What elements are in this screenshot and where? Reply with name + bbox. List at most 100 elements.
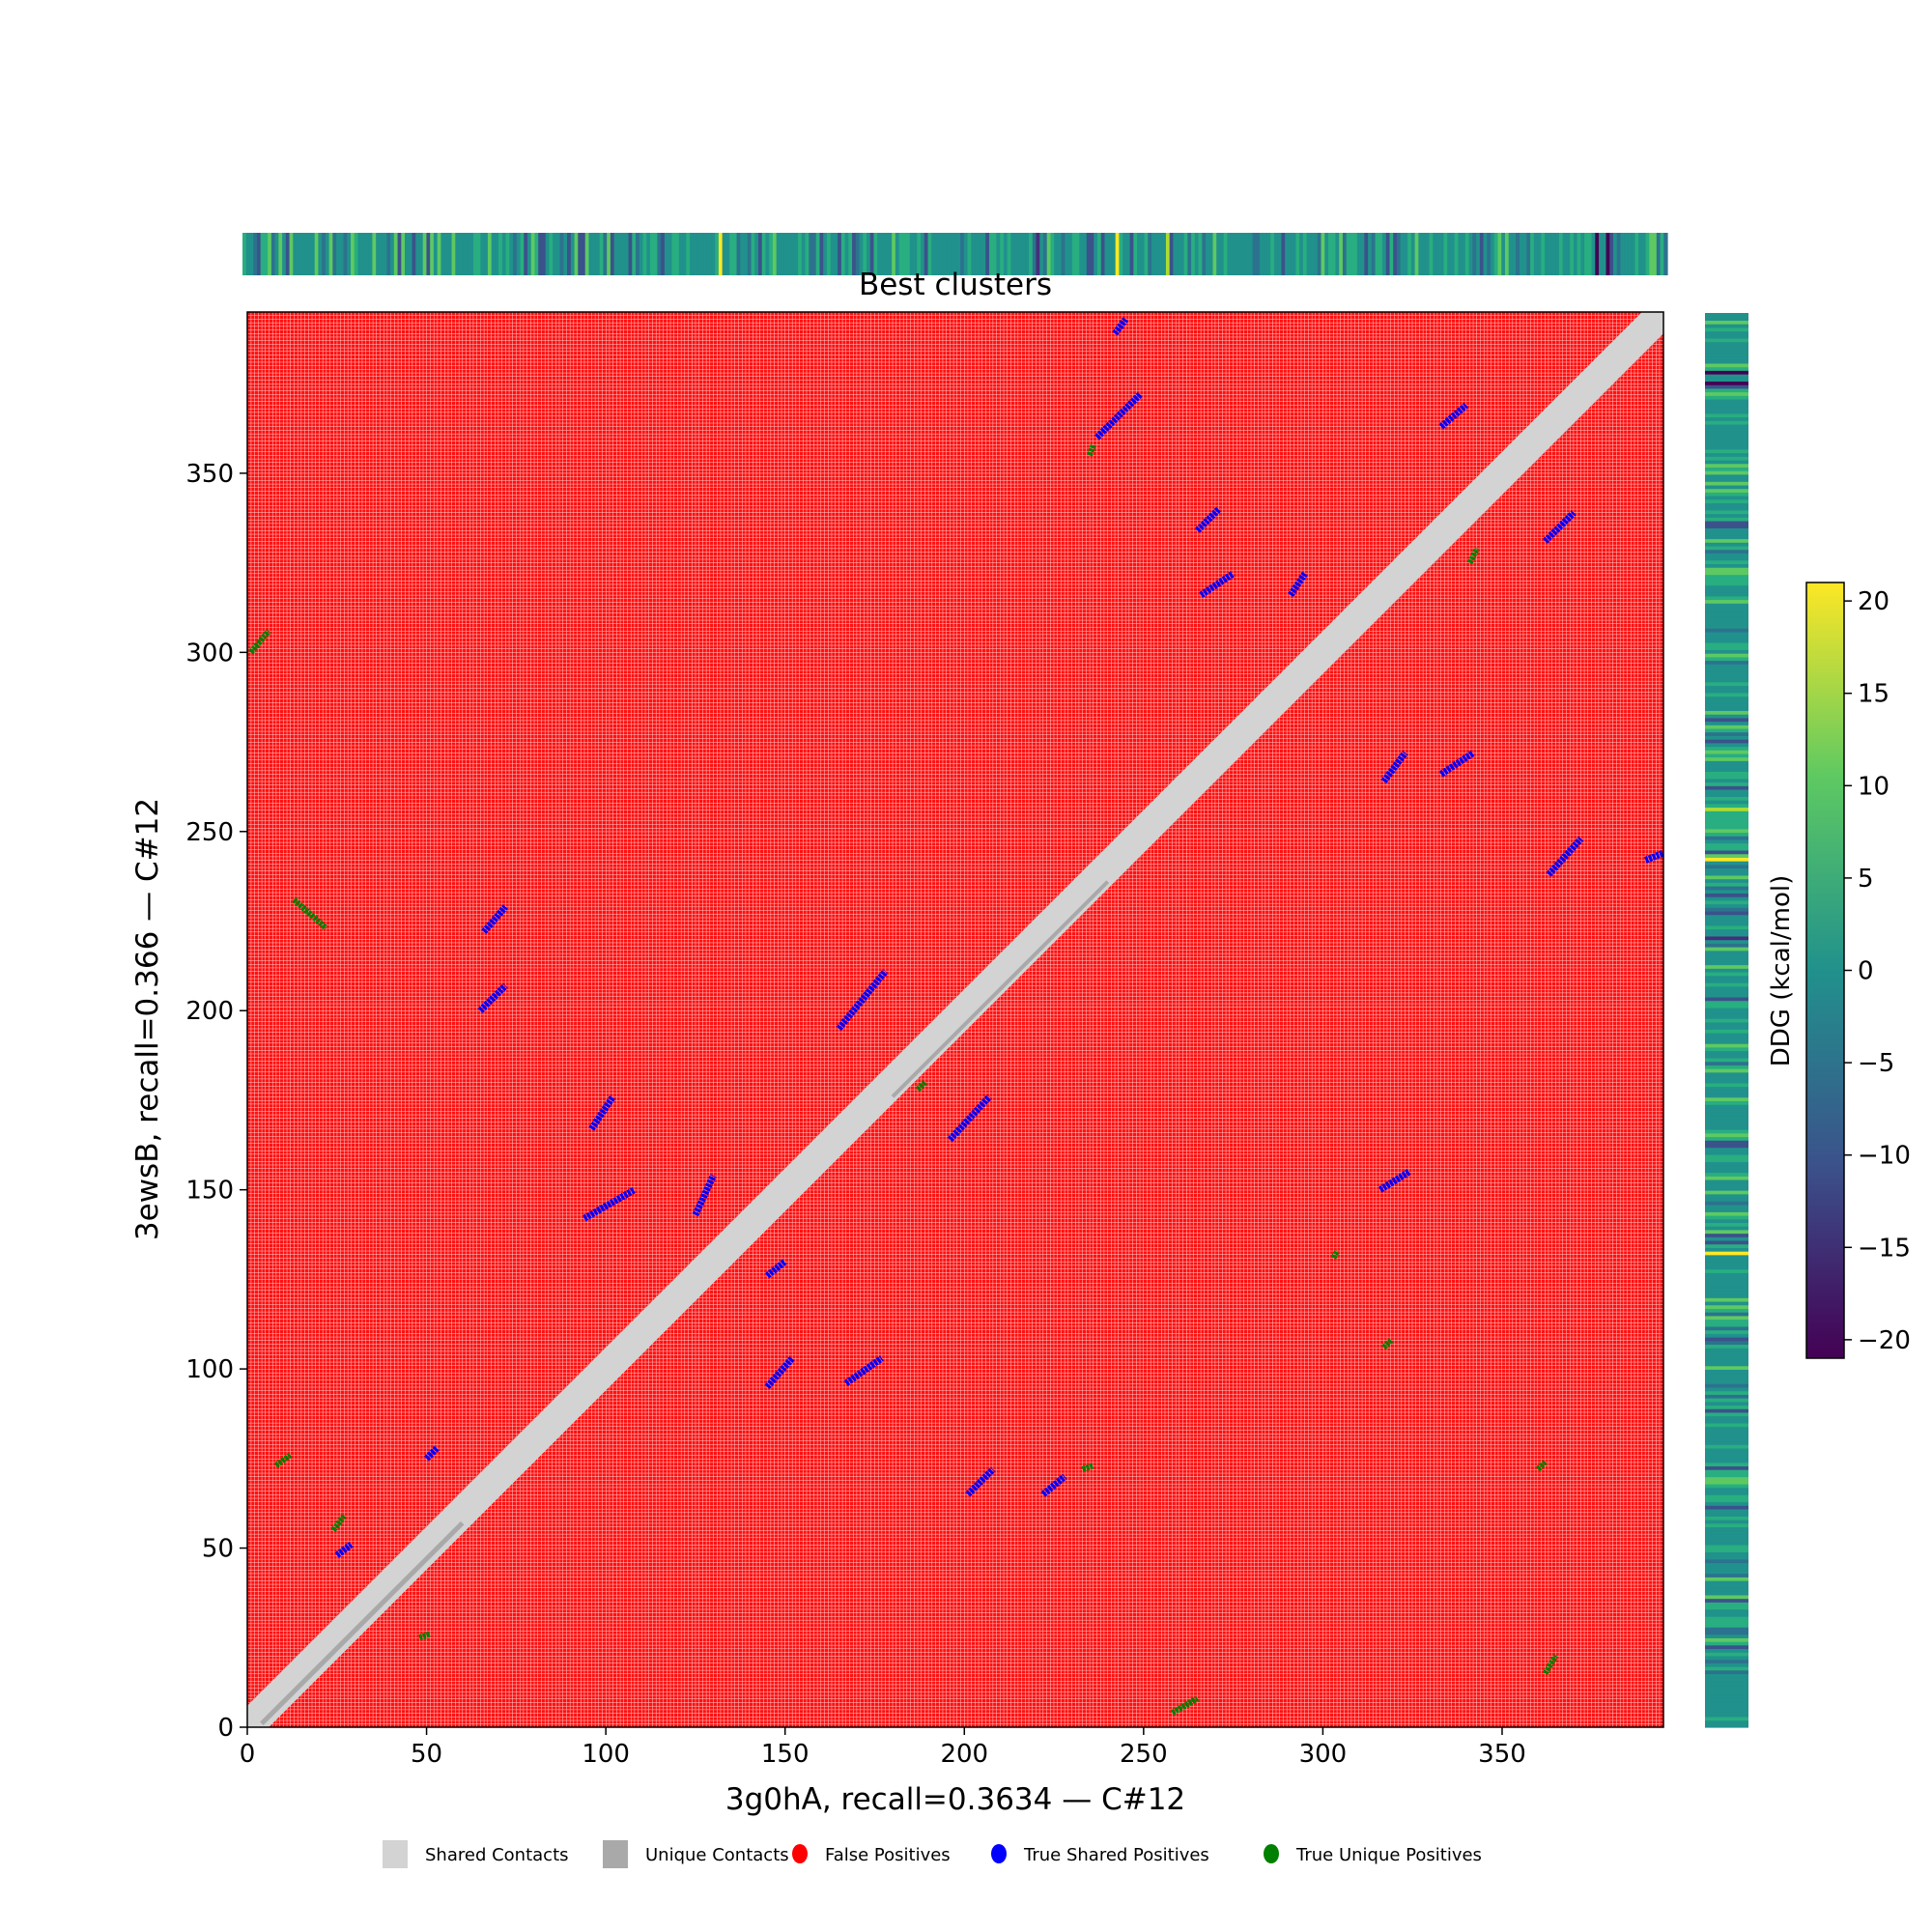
ddg-cell xyxy=(455,233,460,275)
ddg-cell xyxy=(574,233,579,275)
ddg-cell xyxy=(1566,233,1571,275)
y-tick-label: 350 xyxy=(185,460,234,489)
ddg-cell xyxy=(1705,1591,1748,1596)
ddg-cell xyxy=(1705,1455,1748,1460)
ddg-cell xyxy=(1476,233,1481,275)
true-shared-positive-cluster xyxy=(588,1094,616,1131)
ddg-cell xyxy=(707,233,713,275)
ddg-cell xyxy=(1705,330,1748,335)
ddg-cell xyxy=(418,233,424,275)
ddg-cell xyxy=(805,233,810,275)
true-unique-positive-cluster xyxy=(1087,443,1096,457)
ddg-cell xyxy=(642,233,647,275)
ddg-cell xyxy=(826,233,832,275)
ddg-cell xyxy=(1079,233,1084,275)
ddg-cell xyxy=(1705,785,1748,790)
ddg-cell xyxy=(1705,1268,1748,1273)
ddg-cell xyxy=(1108,233,1113,275)
ddg-cell xyxy=(1075,233,1080,275)
ddg-cell xyxy=(668,233,672,275)
ddg-cell xyxy=(898,233,903,275)
ddg-cell xyxy=(1512,233,1517,275)
true-unique-positive-cluster xyxy=(1381,1338,1394,1350)
ddg-cell xyxy=(1705,1057,1748,1063)
ddg-cell xyxy=(1631,233,1635,275)
ddg-cell xyxy=(1705,431,1748,436)
true-shared-positive-cluster xyxy=(1546,836,1584,877)
ddg-cell xyxy=(1705,1229,1748,1235)
ddg-cell xyxy=(1342,233,1348,275)
ddg-cell xyxy=(1705,1688,1748,1692)
ddg-cell xyxy=(1627,233,1633,275)
ddg-cell xyxy=(372,233,377,275)
ddg-cell xyxy=(1248,233,1254,275)
ddg-cell xyxy=(754,233,759,275)
ddg-cell xyxy=(242,233,247,275)
ddg-cell xyxy=(1223,233,1229,275)
ddg-cell xyxy=(1705,1157,1748,1162)
true-shared-positive-cluster xyxy=(1644,849,1665,864)
ddg-cell xyxy=(1705,964,1748,969)
ddg-cell xyxy=(1705,800,1748,805)
legend-label: Shared Contacts xyxy=(425,1845,569,1865)
ddg-cell xyxy=(1433,233,1437,275)
ddg-cell xyxy=(1705,1264,1748,1270)
ddg-cell xyxy=(1462,233,1466,275)
ddg-cell xyxy=(1705,935,1748,941)
ddg-cell xyxy=(1705,459,1748,465)
ddg-cell xyxy=(1705,1555,1748,1560)
true-shared-positive-cluster xyxy=(1040,1473,1067,1497)
ddg-cell xyxy=(578,233,582,275)
ddg-cell xyxy=(256,233,262,275)
ddg-cell xyxy=(1705,545,1748,551)
ddg-cell xyxy=(895,233,900,275)
true-unique-positive-cluster xyxy=(1171,1695,1200,1716)
ddg-cell xyxy=(1705,1705,1748,1711)
ddg-cell xyxy=(1705,384,1748,389)
ddg-cell xyxy=(599,233,605,275)
ddg-cell xyxy=(1705,1243,1748,1248)
ddg-cell xyxy=(1705,1172,1748,1177)
ddg-cell xyxy=(1705,438,1748,443)
ddg-cell xyxy=(1705,1386,1748,1392)
ddg-cell xyxy=(1705,681,1748,687)
true-shared-positive-cluster xyxy=(481,904,508,934)
ddg-cell xyxy=(1111,233,1117,275)
ddg-cell xyxy=(1705,993,1748,998)
ddg-cell xyxy=(1705,886,1748,891)
ddg-cell xyxy=(437,233,441,275)
ddg-cell xyxy=(921,233,925,275)
ddg-cell xyxy=(1705,1093,1748,1098)
ddg-cell xyxy=(1487,233,1492,275)
legend-marker xyxy=(1264,1844,1279,1863)
ddg-cell xyxy=(249,233,254,275)
ddg-cell xyxy=(1705,796,1748,801)
ddg-cell xyxy=(1705,1605,1748,1610)
ddg-cell xyxy=(1705,689,1748,694)
ddg-cell xyxy=(863,233,867,275)
ddg-cell xyxy=(1705,1050,1748,1055)
ddg-cell xyxy=(732,233,738,275)
ddg-cell xyxy=(1137,233,1142,275)
ddg-cell xyxy=(603,233,608,275)
ddg-cell xyxy=(1382,233,1387,275)
ddg-cell xyxy=(1705,628,1748,633)
true-shared-positive-cluster xyxy=(1094,391,1143,440)
ddg-cell xyxy=(873,233,878,275)
ddg-cell xyxy=(1705,395,1748,400)
ddg-cell xyxy=(696,233,701,275)
ddg-cell xyxy=(1705,1376,1748,1381)
ddg-cell xyxy=(1705,950,1748,955)
ddg-cell xyxy=(268,233,272,275)
ddg-cell xyxy=(1705,1583,1748,1589)
ddg-cell xyxy=(361,233,366,275)
ddg-cell xyxy=(1516,233,1520,275)
true-unique-positive-cluster xyxy=(418,1631,432,1641)
ddg-cell xyxy=(1705,1090,1748,1094)
ddg-cell xyxy=(1705,549,1748,554)
ddg-cell xyxy=(1705,767,1748,773)
legend-swatch xyxy=(603,1840,628,1868)
ddg-cell xyxy=(1705,467,1748,471)
ddg-cell xyxy=(1705,1480,1748,1485)
